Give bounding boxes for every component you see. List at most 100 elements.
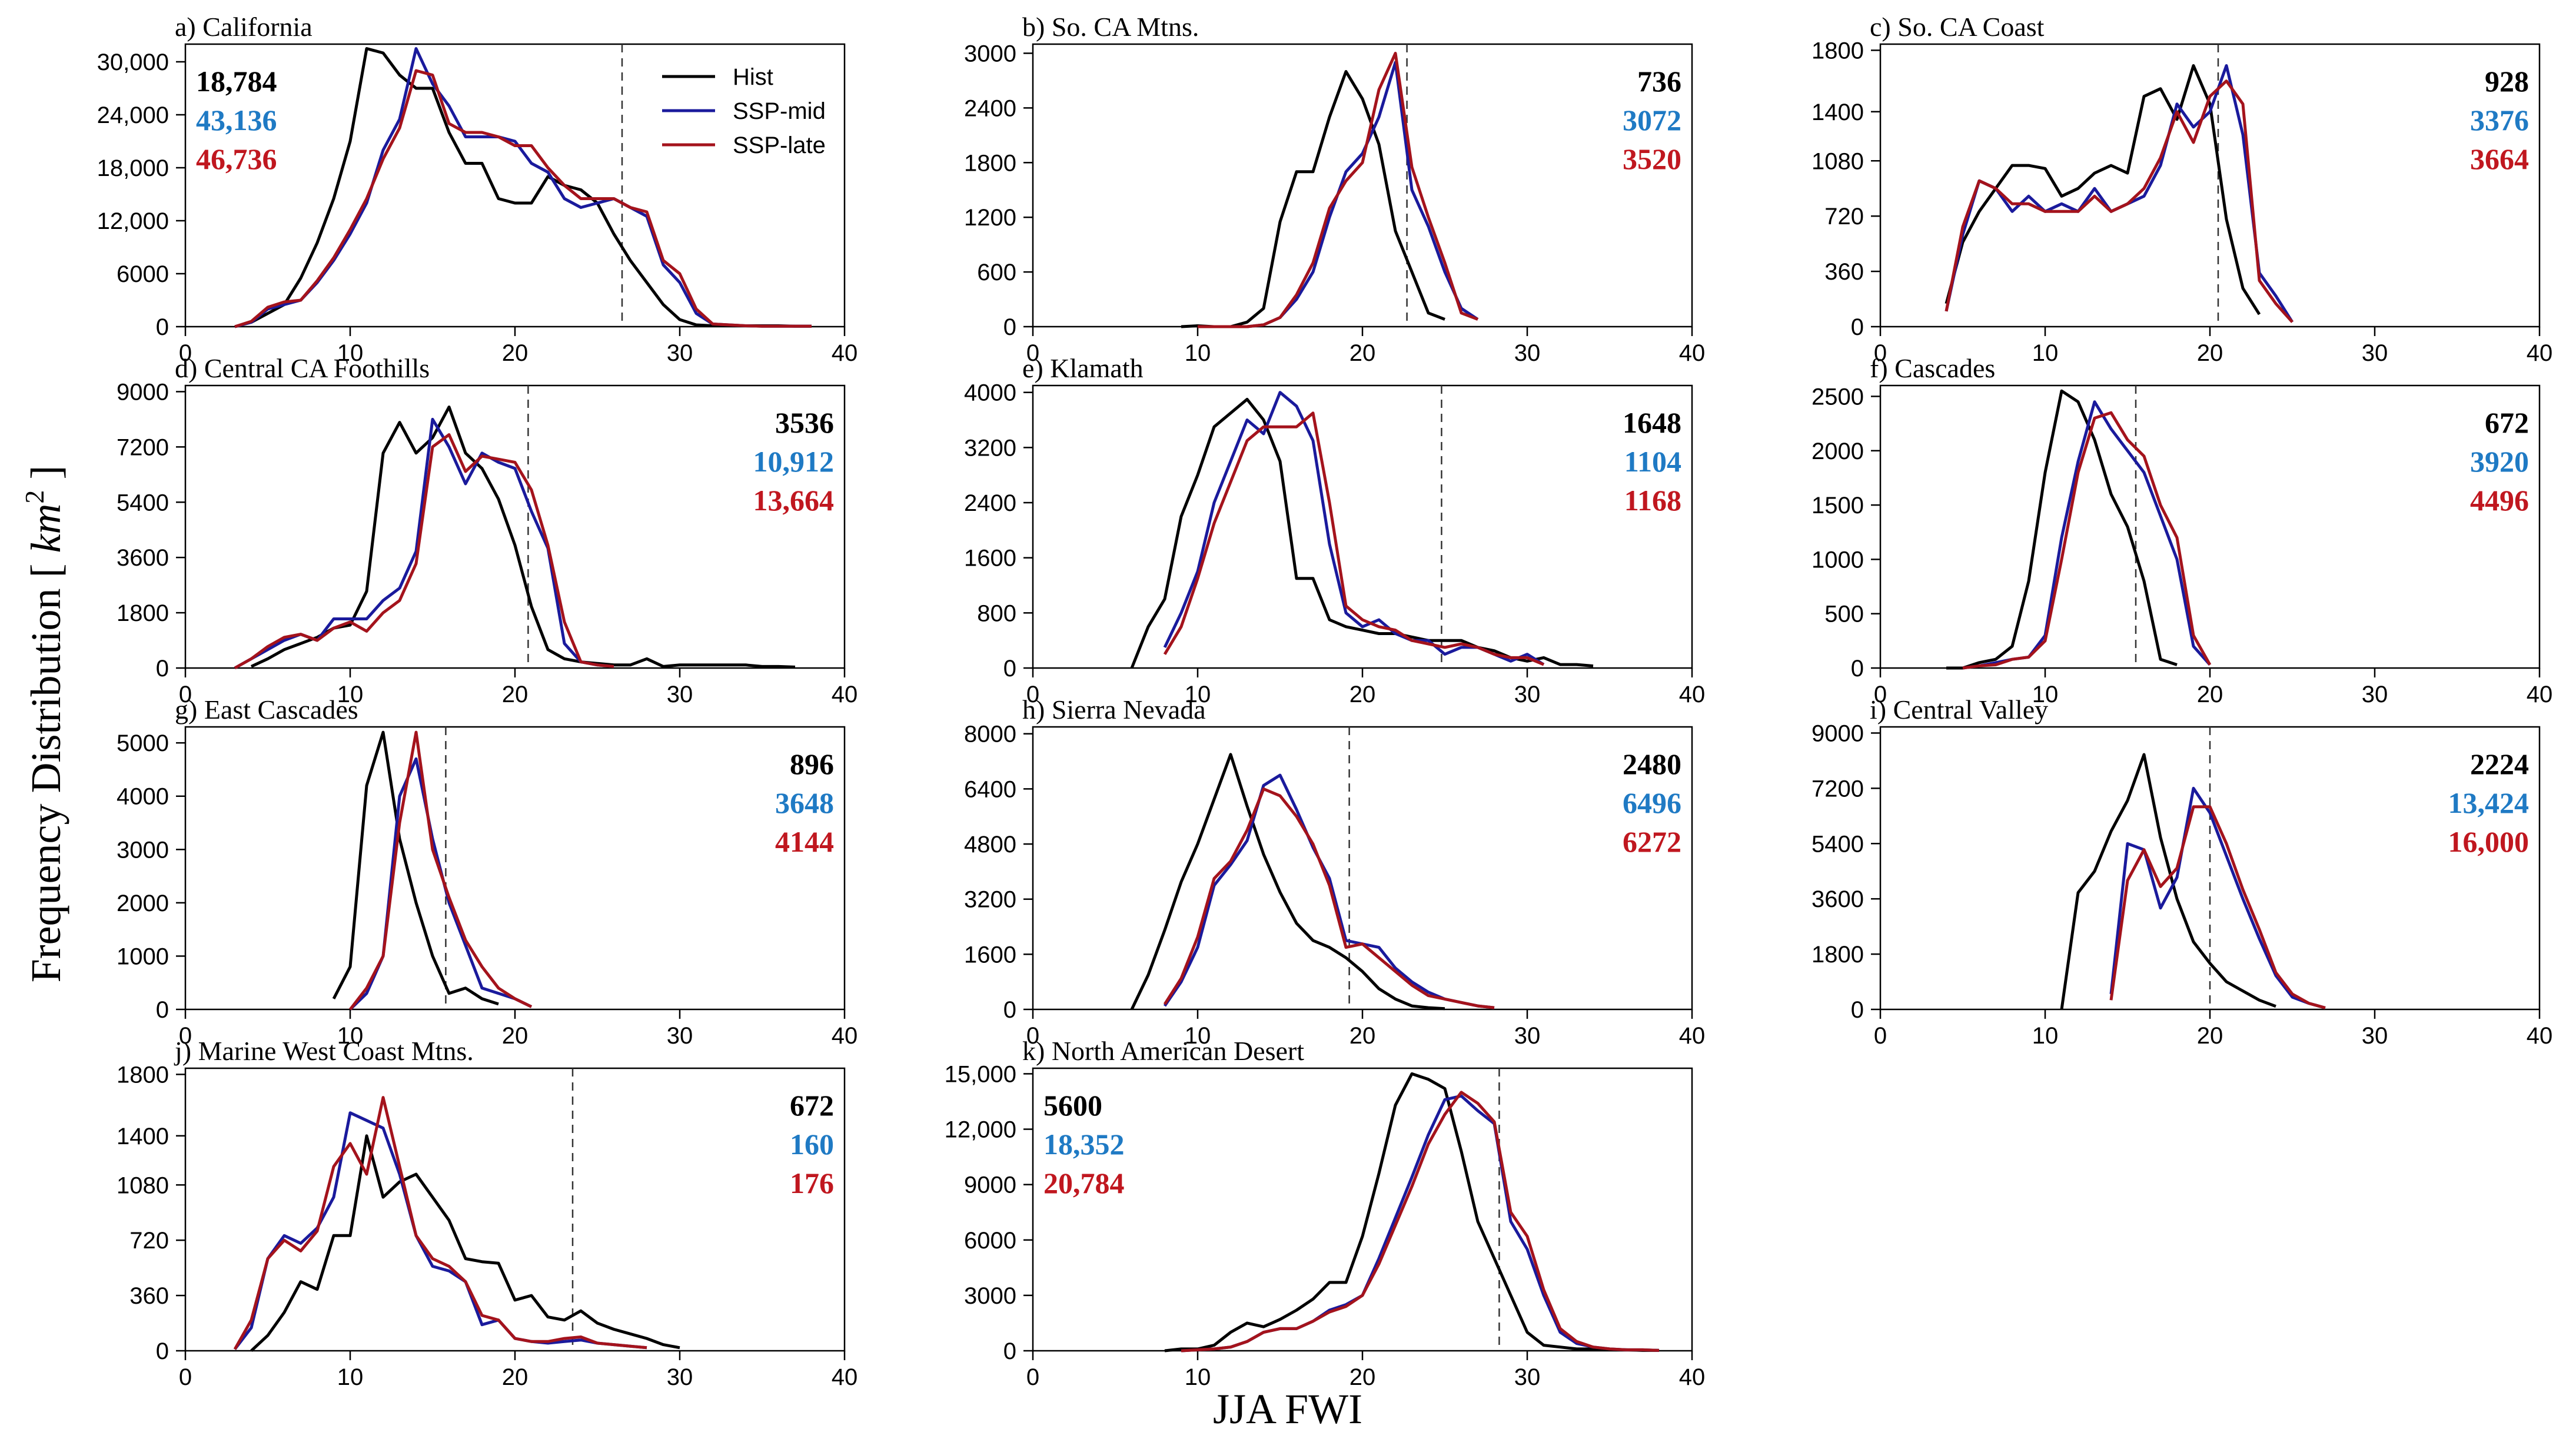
y-tick-label: 600 <box>977 260 1016 285</box>
y-tick-label: 8000 <box>964 722 1016 747</box>
panel-e: e) Klamath 0 10 20 30 40 0 800 1600 2400 3200 4000 1… <box>964 353 1705 707</box>
y-tick-label: 3000 <box>964 41 1016 67</box>
panel-i-series-late <box>2109 805 2326 1009</box>
y-tick-label: 3000 <box>964 1283 1016 1309</box>
y-tick-label: 3200 <box>964 435 1016 461</box>
x-tick-label: 40 <box>832 1364 858 1390</box>
y-tick-label: 1800 <box>117 1062 169 1088</box>
figure-y-axis-label: Frequency Distribution [ km2 ] <box>19 466 69 983</box>
y-tick-label: 4000 <box>964 380 1016 406</box>
panel-b-stat-hist: 736 <box>1637 65 1681 98</box>
y-tick-label: 3200 <box>964 887 1016 913</box>
panel-b-series-hist <box>1181 70 1445 328</box>
panel-k: k) North American Desert 0 10 20 30 40 0 3000 60… <box>945 1036 1706 1390</box>
panel-h-series-late <box>1163 787 1495 1009</box>
x-tick-label: 40 <box>2527 682 2553 707</box>
panel-k-series-late <box>1181 1091 1660 1353</box>
y-tick-label: 5000 <box>117 730 169 756</box>
x-tick-label: 20 <box>1350 340 1376 366</box>
legend-label-mid: SSP-mid <box>733 98 826 124</box>
panel-k-stat-mid: 18,352 <box>1043 1128 1125 1161</box>
x-tick-label: 30 <box>667 1364 693 1390</box>
panel-k-stat-late: 20,784 <box>1043 1167 1125 1200</box>
y-tick-label: 360 <box>1824 259 1864 285</box>
x-tick-label: 10 <box>2032 682 2059 707</box>
y-tick-label: 2500 <box>1811 384 1864 410</box>
x-tick-label: 40 <box>1679 340 1706 366</box>
panel-f: f) Cascades 0 10 20 30 40 0 500 1000 1500 2000 2500… <box>1811 353 2552 707</box>
panel-j-series-hist <box>250 1134 680 1352</box>
panel-e-stat-hist: 1648 <box>1623 406 1681 439</box>
x-tick-label: 40 <box>2527 340 2553 366</box>
x-tick-label: 10 <box>1185 1364 1211 1390</box>
x-tick-label: 10 <box>337 682 364 707</box>
x-tick-label: 30 <box>2362 1023 2388 1049</box>
y-tick-label: 1600 <box>964 546 1016 572</box>
x-tick-label: 10 <box>337 1023 364 1049</box>
x-tick-label: 0 <box>179 1023 192 1049</box>
panel-e-stat-late: 1168 <box>1624 484 1681 517</box>
x-tick-label: 0 <box>1026 1364 1039 1390</box>
x-tick-label: 30 <box>1514 1023 1541 1049</box>
x-tick-label: 30 <box>1514 1364 1541 1390</box>
panel-h-stat-mid: 6496 <box>1623 786 1681 819</box>
legend-label-late: SSP-late <box>733 132 826 158</box>
panel-e-series-mid <box>1163 391 1545 666</box>
x-tick-label: 20 <box>502 1364 529 1390</box>
panel-g-stat-hist: 896 <box>790 747 834 780</box>
x-tick-label: 30 <box>1514 682 1541 707</box>
panel-j-title: j) Marine West Coast Mtns. <box>174 1036 474 1066</box>
y-tick-label: 9000 <box>964 1172 1016 1198</box>
panel-g-stat-mid: 3648 <box>775 786 834 819</box>
x-tick-label: 40 <box>2527 1023 2553 1049</box>
y-tick-label: 3600 <box>117 545 169 571</box>
x-tick-label: 40 <box>1679 682 1706 707</box>
y-tick-label: 0 <box>156 314 169 340</box>
x-tick-label: 40 <box>832 1023 858 1049</box>
x-tick-label: 20 <box>1350 682 1376 707</box>
x-tick-label: 20 <box>2197 340 2223 366</box>
y-tick-label: 0 <box>156 656 169 682</box>
x-tick-label: 0 <box>179 682 192 707</box>
panel-b: b) So. CA Mtns. 0 10 20 30 40 0 600 1200 1800 2400… <box>964 12 1705 366</box>
y-tick-label: 5400 <box>117 490 169 516</box>
panel-c-series-hist <box>1945 64 2261 315</box>
x-tick-label: 20 <box>1350 1364 1376 1390</box>
panel-h-frame <box>1032 726 1693 1011</box>
panel-i: i) Central Valley 0 10 20 30 40 0 1800 3600 5400 7… <box>1811 695 2552 1049</box>
y-tick-label: 15,000 <box>945 1061 1016 1087</box>
y-tick-label: 12,000 <box>945 1117 1016 1143</box>
panel-a: a) California 0 10 20 30 40 0 6000 12,000 18,000 2… <box>97 12 858 366</box>
panel-i-title: i) Central Valley <box>1870 695 2048 725</box>
panel-k-series-mid <box>1181 1094 1660 1353</box>
panel-h-title: h) Sierra Nevada <box>1022 695 1206 725</box>
y-tick-label: 1400 <box>117 1124 169 1149</box>
x-tick-label: 10 <box>337 340 364 366</box>
y-tick-label: 30,000 <box>97 49 169 75</box>
panel-j-stat-mid: 160 <box>790 1128 834 1161</box>
y-tick-label: 6000 <box>964 1228 1016 1254</box>
y-tick-label: 800 <box>977 600 1016 626</box>
x-tick-label: 0 <box>1874 340 1887 366</box>
x-tick-label: 10 <box>2032 1023 2059 1049</box>
y-tick-label: 9000 <box>117 379 169 405</box>
y-tick-label: 24,000 <box>97 102 169 128</box>
panel-g-stat-late: 4144 <box>775 825 834 858</box>
panel-i-stat-hist: 2224 <box>2470 747 2529 780</box>
x-tick-label: 40 <box>1679 1364 1706 1390</box>
y-tick-label: 1800 <box>964 150 1016 176</box>
y-tick-label: 3600 <box>1811 886 1864 912</box>
panel-f-title: f) Cascades <box>1870 353 1995 383</box>
panel-g-series-hist <box>332 730 499 1006</box>
panel-j-stat-late: 176 <box>790 1167 834 1200</box>
panel-f-series-late <box>1962 411 2212 670</box>
panel-c-title: c) So. CA Coast <box>1870 12 2045 42</box>
legend-label-hist: Hist <box>733 64 773 90</box>
x-tick-label: 30 <box>667 1023 693 1049</box>
panel-j-stat-hist: 672 <box>790 1089 834 1122</box>
x-tick-label: 0 <box>1026 682 1039 707</box>
y-tick-label: 360 <box>129 1283 169 1309</box>
panel-g: g) East Cascades 0 10 20 30 40 0 1000 2000 3000 40… <box>117 695 857 1049</box>
y-tick-label: 0 <box>1003 656 1016 682</box>
x-tick-label: 10 <box>2032 340 2059 366</box>
